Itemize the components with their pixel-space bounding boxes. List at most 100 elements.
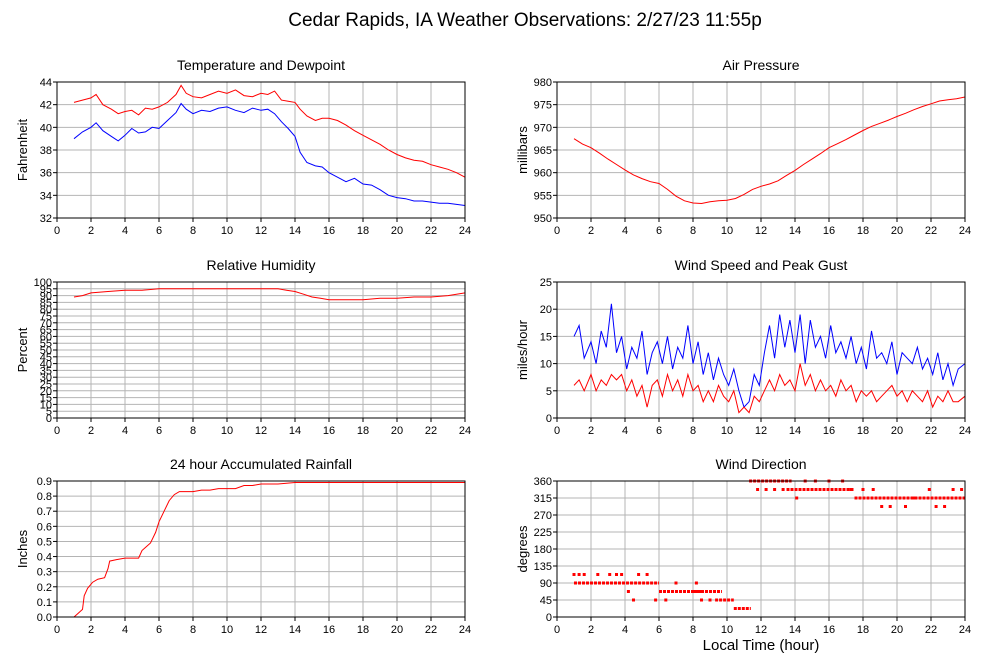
rainfall-x-tick-label: 16 [323,624,335,636]
humidity-x-tick-label: 18 [357,425,369,437]
wind-direction-point [626,590,630,593]
temperature-x-tick-label: 24 [459,225,471,237]
temperature-y-axis-label: Fahrenheit [15,119,30,182]
humidity-y-tick-label: 85 [40,297,52,309]
pressure-x-tick-label: 16 [823,225,835,237]
wind-speed-x-tick-label: 0 [554,425,560,437]
rainfall-x-tick-label: 22 [425,624,437,636]
wind-direction-x-tick-label: 0 [554,624,560,636]
pressure-x-tick-label: 18 [857,225,869,237]
main-title: Cedar Rapids, IA Weather Observations: 2… [288,10,762,31]
wind-direction-point [615,573,618,576]
temperature-title: Temperature and Dewpoint [177,57,345,73]
pressure-y-tick-label: 960 [534,168,552,180]
rainfall-x-tick-label: 24 [459,624,471,636]
pressure-x-tick-label: 2 [588,225,594,237]
humidity-x-tick-label: 24 [459,425,471,437]
wind-direction-point [781,488,785,491]
humidity-x-tick-label: 20 [391,425,403,437]
wind-direction-title: Wind Direction [715,456,806,472]
humidity-y-tick-label: 100 [34,277,52,289]
temperature-x-tick-label: 8 [190,225,196,237]
rainfall-x-tick-label: 14 [289,624,301,636]
wind-direction-point [608,573,612,576]
pressure-x-tick-label: 24 [959,225,971,237]
wind-speed-x-tick-label: 22 [925,425,937,437]
rainfall-x-tick-label: 0 [54,624,60,636]
temperature-y-tick-label: 38 [40,145,52,157]
temperature-x-tick-label: 2 [88,225,94,237]
rainfall-x-tick-label: 12 [255,624,267,636]
wind-speed-series-line-2 [573,363,966,414]
wind-direction-point [632,598,635,602]
wind-direction-point [861,488,865,491]
temperature-series-line-2 [73,102,466,206]
humidity-y-tick-label: 80 [40,304,52,316]
rainfall-title: 24 hour Accumulated Rainfall [170,456,352,472]
pressure-y-tick-label: 975 [534,100,552,112]
wind-direction-point [927,488,931,491]
humidity-x-tick-label: 4 [122,425,128,437]
humidity-y-tick-label: 10 [40,399,52,411]
chart-rainfall: 0 2 4 6 8 10 12 14 16 18 20 22 240.00.10.20.30.40.50… [15,456,471,636]
rainfall-y-tick-label: 0.9 [37,476,52,488]
rainfall-y-tick-label: 0.1 [37,597,52,609]
pressure-x-tick-label: 4 [622,225,628,237]
wind-direction-point [849,488,853,491]
wind-direction-x-tick-label: 6 [656,624,662,636]
humidity-x-tick-label: 0 [54,425,60,437]
humidity-y-tick-label: 70 [40,318,52,330]
wind-direction-y-tick-label: 180 [534,544,552,556]
wind-speed-x-tick-label: 20 [891,425,903,437]
humidity-y-tick-label: 20 [40,386,52,398]
humidity-y-axis-label: Percent [15,327,30,372]
temperature-x-tick-label: 4 [122,225,128,237]
wind-direction-point [654,598,658,602]
wind-speed-x-tick-label: 2 [588,425,594,437]
wind-direction-y-tick-label: 360 [534,476,552,488]
temperature-series-line-1 [73,84,466,178]
wind-direction-point [871,488,875,491]
wind-speed-y-tick-label: 15 [540,331,552,343]
wind-speed-x-tick-label: 6 [656,425,662,437]
wind-direction-point [756,488,760,491]
wind-speed-y-tick-label: 5 [546,386,552,398]
temperature-x-tick-label: 22 [425,225,437,237]
temperature-x-tick-label: 14 [289,225,301,237]
temperature-y-tick-label: 36 [40,168,52,180]
rainfall-y-axis-label: Inches [15,529,30,568]
temperature-y-tick-label: 44 [40,77,52,89]
temperature-y-tick-label: 34 [40,190,52,202]
pressure-x-tick-label: 8 [690,225,696,237]
wind-speed-x-tick-label: 16 [823,425,835,437]
wind-direction-point [773,488,777,491]
wind-direction-y-tick-label: 225 [534,527,552,539]
humidity-y-tick-label: 90 [40,291,52,303]
temperature-y-tick-label: 40 [40,122,52,134]
humidity-x-tick-label: 2 [88,425,94,437]
pressure-series-line-1 [573,96,966,205]
rainfall-y-tick-label: 0.3 [37,567,52,579]
wind-direction-point [700,598,703,602]
humidity-y-tick-label: 0 [46,413,52,425]
humidity-y-tick-label: 65 [40,325,52,337]
wind-direction-point [943,505,947,508]
humidity-x-tick-label: 10 [221,425,233,437]
pressure-y-tick-label: 980 [534,77,552,89]
pressure-x-tick-label: 0 [554,225,560,237]
humidity-y-tick-label: 75 [40,311,52,323]
wind-direction-point [888,505,892,508]
humidity-x-tick-label: 12 [255,425,267,437]
wind-direction-point [664,598,668,602]
rainfall-y-tick-label: 0.8 [37,491,52,503]
wind-direction-point [960,488,964,491]
pressure-y-tick-label: 950 [534,213,552,225]
wind-direction-point [880,505,884,508]
x-axis-label: Local Time (hour) [703,637,820,654]
humidity-x-tick-label: 14 [289,425,301,437]
wind-direction-x-tick-label: 8 [690,624,696,636]
wind-direction-x-tick-label: 20 [891,624,903,636]
rainfall-x-tick-label: 6 [156,624,162,636]
